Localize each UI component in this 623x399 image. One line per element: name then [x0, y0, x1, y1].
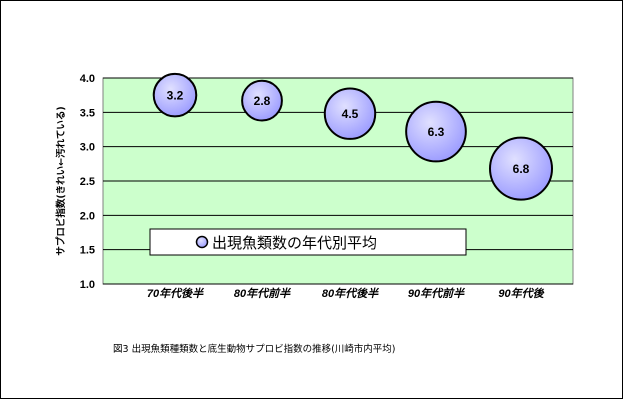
bubble-mark	[323, 87, 377, 140]
bubble: 6.8	[489, 136, 553, 201]
bubble-mark	[152, 72, 198, 118]
bubble: 3.2	[152, 72, 198, 118]
x-tick-label: 70年代後半	[147, 287, 204, 300]
bubble-label: 6.3	[428, 125, 445, 139]
y-axis-ticks: 1.0 1.5 2.0 2.5 3.0 3.5 4.0	[80, 73, 95, 291]
bubble: 2.8	[241, 79, 283, 122]
y-tick-label: 1.5	[80, 245, 95, 257]
x-tick-label: 90年代後	[498, 287, 544, 300]
bubble-label: 6.8	[513, 162, 530, 176]
bubble-label: 4.5	[342, 107, 359, 121]
bubble: 4.5	[323, 87, 377, 140]
x-tick-label: 80年代前半	[234, 287, 291, 300]
bubble: 6.3	[405, 100, 467, 163]
y-tick-label: 1.0	[80, 279, 95, 291]
y-tick-label: 4.0	[80, 73, 95, 85]
legend-text: 出現魚類数の年代別平均	[212, 234, 377, 252]
y-tick-label: 2.5	[80, 176, 95, 188]
legend: 出現魚類数の年代別平均	[149, 228, 467, 256]
x-tick-label: 90年代前半	[408, 287, 465, 300]
legend-marker	[195, 235, 209, 249]
x-axis-ticks: 70年代後半 80年代前半 80年代後半 90年代前半 90年代後	[147, 287, 545, 300]
bubble-mark	[405, 100, 467, 163]
y-tick-label: 2.0	[80, 210, 95, 222]
x-tick-label: 80年代後半	[322, 287, 379, 300]
y-tick-label: 3.5	[80, 107, 95, 119]
bubble-mark	[489, 136, 553, 201]
bubbles: 3.2 2.8 4.5 6.3 6.8	[152, 72, 553, 201]
bubble-mark	[241, 79, 283, 122]
figure-caption: 図3 出現魚類種類数と底生動物サプロビ指数の推移(川崎市内平均)	[113, 344, 396, 355]
bubble-label: 2.8	[254, 94, 271, 108]
y-tick-label: 3.0	[80, 142, 95, 154]
bubble-label: 3.2	[167, 89, 184, 103]
y-axis-label: サプロビ指数(きれい←汚れている)	[55, 106, 67, 255]
